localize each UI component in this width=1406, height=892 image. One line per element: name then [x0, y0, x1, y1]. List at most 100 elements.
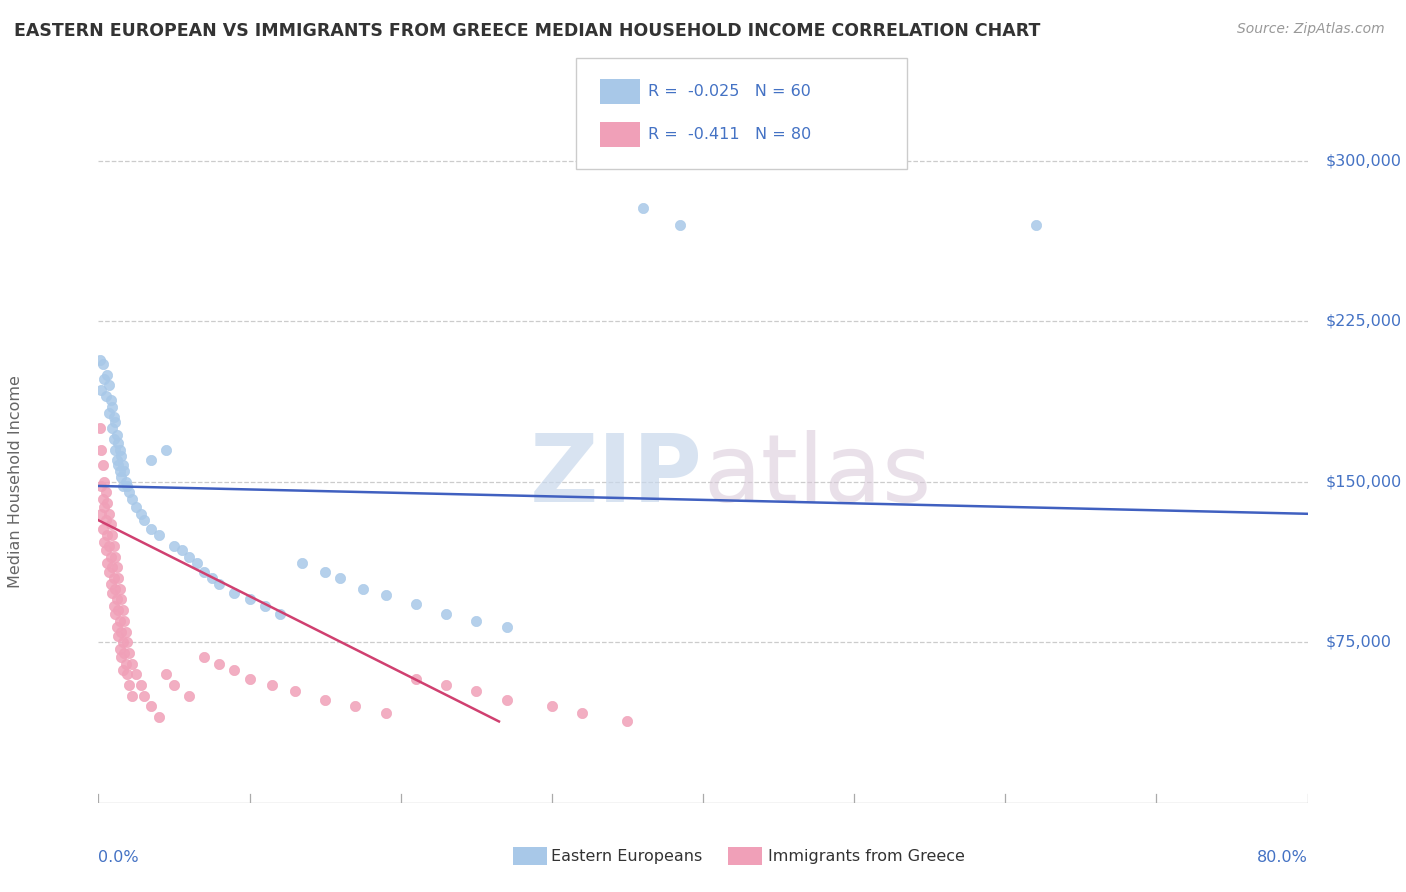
- Text: 80.0%: 80.0%: [1257, 850, 1308, 865]
- Point: [193, 650, 215, 665]
- Point: [110, 449, 132, 463]
- Point: [96, 556, 118, 570]
- Text: ZIP: ZIP: [530, 430, 703, 522]
- Point: [155, 667, 177, 681]
- Point: [129, 678, 152, 692]
- Point: [253, 599, 276, 613]
- Text: $75,000: $75,000: [1326, 635, 1392, 649]
- Point: [96, 528, 118, 542]
- Point: [94, 513, 117, 527]
- Text: $225,000: $225,000: [1326, 314, 1402, 328]
- Point: [91, 357, 114, 371]
- Point: [108, 582, 131, 596]
- Point: [107, 571, 129, 585]
- Point: [96, 368, 118, 382]
- Point: [93, 500, 115, 515]
- Point: [193, 565, 215, 579]
- Point: [163, 678, 186, 692]
- Point: [104, 442, 127, 457]
- Point: [94, 485, 117, 500]
- Point: [208, 657, 231, 671]
- Point: [91, 491, 114, 506]
- Point: [125, 500, 148, 515]
- Point: [90, 507, 112, 521]
- Point: [465, 614, 488, 628]
- Text: Eastern Europeans: Eastern Europeans: [551, 849, 703, 863]
- Point: [108, 641, 131, 656]
- Point: [616, 714, 638, 729]
- Point: [121, 689, 143, 703]
- Point: [93, 534, 115, 549]
- Point: [105, 620, 128, 634]
- Point: [105, 427, 128, 442]
- Point: [121, 657, 143, 671]
- Point: [98, 565, 121, 579]
- Point: [121, 491, 143, 506]
- Point: [495, 620, 517, 634]
- Point: [110, 470, 132, 484]
- Point: [94, 543, 117, 558]
- Point: [98, 539, 121, 553]
- Point: [631, 201, 654, 215]
- Text: EASTERN EUROPEAN VS IMMIGRANTS FROM GREECE MEDIAN HOUSEHOLD INCOME CORRELATION C: EASTERN EUROPEAN VS IMMIGRANTS FROM GREE…: [14, 22, 1040, 40]
- Text: R =  -0.411   N = 80: R = -0.411 N = 80: [648, 128, 811, 142]
- Point: [107, 629, 129, 643]
- Point: [105, 453, 128, 467]
- Point: [94, 389, 117, 403]
- Point: [208, 577, 231, 591]
- Point: [110, 650, 132, 665]
- Point: [90, 383, 112, 397]
- Point: [91, 458, 114, 472]
- Point: [114, 624, 136, 639]
- Point: [101, 586, 124, 600]
- Point: [114, 475, 136, 489]
- Point: [100, 393, 122, 408]
- Point: [111, 603, 134, 617]
- Point: [100, 577, 122, 591]
- Point: [90, 479, 112, 493]
- Point: [107, 603, 129, 617]
- Point: [374, 706, 396, 720]
- Point: [112, 464, 135, 478]
- Point: [177, 689, 201, 703]
- Point: [114, 657, 136, 671]
- Point: [177, 549, 201, 564]
- Point: [96, 496, 118, 510]
- Point: [89, 421, 111, 435]
- Point: [104, 582, 127, 596]
- Point: [100, 517, 122, 532]
- Point: [155, 442, 177, 457]
- Point: [141, 453, 163, 467]
- Point: [434, 607, 457, 622]
- Point: [148, 710, 170, 724]
- Text: 0.0%: 0.0%: [98, 850, 139, 865]
- Text: Median Household Income: Median Household Income: [8, 376, 22, 588]
- Point: [374, 588, 396, 602]
- Point: [115, 635, 138, 649]
- Point: [269, 607, 291, 622]
- Point: [115, 667, 138, 681]
- Point: [118, 678, 141, 692]
- Point: [224, 663, 246, 677]
- Point: [344, 699, 367, 714]
- Point: [1024, 218, 1046, 232]
- Point: [90, 442, 112, 457]
- Point: [239, 592, 262, 607]
- Point: [101, 421, 124, 435]
- Point: [540, 699, 562, 714]
- Point: [170, 543, 193, 558]
- Point: [291, 556, 314, 570]
- Point: [91, 522, 114, 536]
- Point: [352, 582, 374, 596]
- Point: [314, 565, 336, 579]
- Point: [98, 378, 121, 392]
- Point: [105, 592, 128, 607]
- Point: [314, 693, 336, 707]
- Point: [224, 586, 246, 600]
- Point: [98, 507, 121, 521]
- Text: R =  -0.025   N = 60: R = -0.025 N = 60: [648, 85, 811, 99]
- Point: [103, 432, 125, 446]
- Point: [104, 549, 127, 564]
- Point: [132, 513, 155, 527]
- Point: [101, 560, 124, 574]
